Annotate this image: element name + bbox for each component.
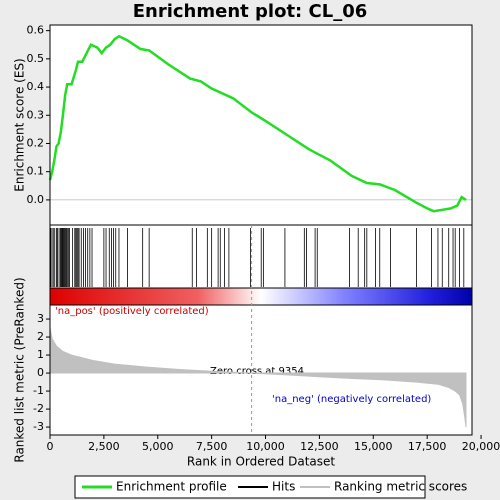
y-axis-label: Enrichment score (ES) [13, 58, 27, 191]
x-tick-label: 5,000 [142, 440, 174, 453]
x-tick-label: 15,000 [354, 440, 393, 453]
y-tick-label: 0.2 [27, 136, 45, 149]
y-tick-label: 0.5 [27, 52, 45, 65]
es-line [48, 34, 467, 213]
pos-label: 'na_pos' (positively correlated) [55, 306, 209, 317]
y-tick-label: -2 [33, 402, 44, 415]
legend-label: Enrichment profile [116, 480, 227, 494]
y-tick-label: 1 [37, 348, 44, 361]
plot-frame [49, 24, 473, 436]
x-tick-label: 12,500 [300, 440, 339, 453]
x-tick-label: 20,000 [462, 440, 500, 453]
y-tick-label: 0 [37, 366, 44, 379]
y-tick-label: 0.3 [27, 108, 45, 121]
legend-label: Hits [272, 480, 295, 494]
x-tick-label: 7,500 [196, 440, 228, 453]
annotation: Zero cross at 9354 [210, 366, 304, 377]
color-bar [50, 288, 472, 305]
y-tick-label: 0.0 [27, 193, 45, 206]
y-tick-label: 3 [37, 312, 44, 325]
y-tick-label: -1 [33, 384, 44, 397]
x-tick-label: 17,500 [408, 440, 447, 453]
x-tick-label: 0 [47, 440, 54, 453]
x-tick-label: 2,500 [88, 440, 120, 453]
metric-area [49, 327, 467, 428]
x-axis-label: Rank in Ordered Dataset [187, 455, 335, 469]
y-tick-label: -3 [33, 420, 44, 433]
x-tick-label: 10,000 [246, 440, 285, 453]
y-tick-label: 0.6 [27, 24, 45, 37]
y-tick-label: 2 [37, 330, 44, 343]
neg-label: 'na_neg' (negatively correlated) [272, 394, 431, 405]
y-tick-label: 0.4 [27, 80, 45, 93]
legend-label: Ranking metric scores [334, 480, 467, 494]
y-tick-label: 0.1 [27, 165, 45, 178]
chart-title: Enrichment plot: CL_06 [133, 1, 368, 22]
y-axis-label: Ranked list metric (PreRanked) [13, 277, 27, 462]
